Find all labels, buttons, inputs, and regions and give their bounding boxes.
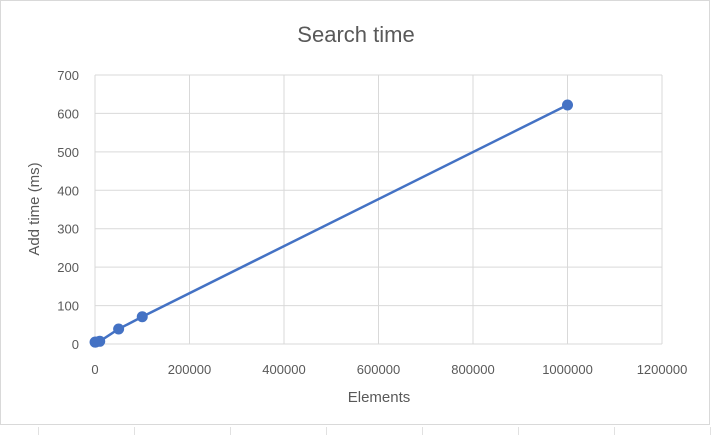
x-tick-label: 200000 [168,362,211,377]
cell-divider [134,427,135,435]
cell-divider [422,427,423,435]
y-axis-label: Add time (ms) [26,162,43,255]
cell-divider [614,427,615,435]
x-tick-label: 600000 [357,362,400,377]
y-tick-label: 200 [57,260,79,275]
data-point [94,335,106,347]
data-point [113,323,125,335]
y-tick-label: 300 [57,222,79,237]
cell-divider [710,427,711,435]
data-point [562,99,573,111]
series-line [95,103,569,344]
y-tick-label: 600 [57,106,79,121]
cell-divider [326,427,327,435]
x-tick-label: 0 [91,362,98,377]
x-axis-label: Elements [348,389,411,406]
x-tick-label: 1200000 [637,362,688,377]
x-axis-ticks: 0 200000 400000 600000 800000 1000000 1200000 [91,362,687,377]
y-axis-ticks: 0 100 200 300 400 500 600 700 [57,68,79,352]
y-tick-label: 0 [72,337,79,352]
cell-divider [38,427,39,435]
y-tick-label: 400 [57,183,79,198]
y-tick-label: 500 [57,145,79,160]
x-tick-label: 800000 [451,362,494,377]
chart-title: Search time [297,22,414,47]
y-tick-label: 700 [57,68,79,83]
chart-area: Search time 0 100 200 300 400 500 600 700 0 2000… [0,0,710,425]
series-layer [89,99,573,348]
gridlines [94,74,663,345]
y-tick-label: 100 [57,299,79,314]
x-tick-label: 1000000 [542,362,593,377]
worksheet-strip [0,425,712,435]
data-point [136,311,148,323]
cell-divider [230,427,231,435]
cell-divider [518,427,519,435]
x-tick-label: 400000 [262,362,305,377]
chart-svg: Search time 0 100 200 300 400 500 600 700 0 2000… [26,22,687,406]
